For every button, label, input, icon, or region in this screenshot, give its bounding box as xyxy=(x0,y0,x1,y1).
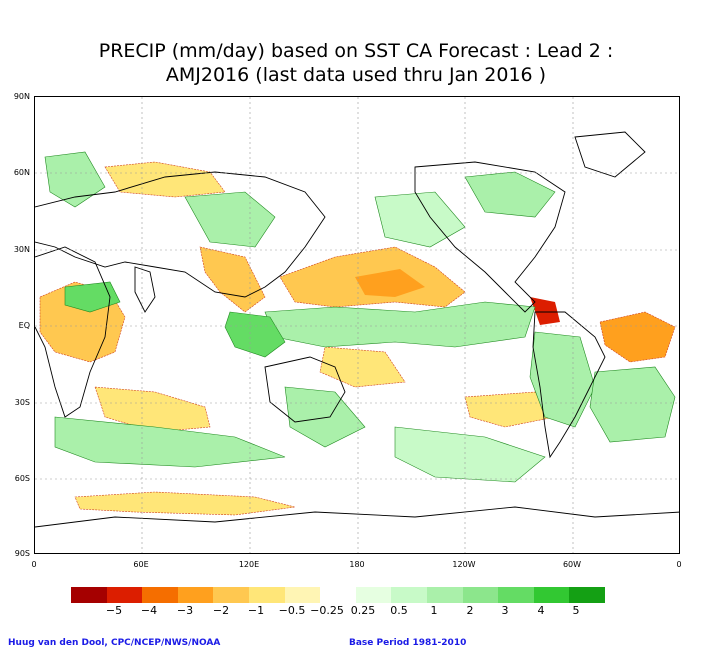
legend-label-1: −5 xyxy=(105,604,123,617)
dry-region-eurasia xyxy=(104,161,226,198)
legend-label-7: −0.25 xyxy=(310,604,344,617)
lat-label-60s: 60S xyxy=(14,474,30,483)
lon-label-120w: 120W xyxy=(452,560,476,569)
legend-swatch xyxy=(569,587,605,603)
lon-label-60w: 60W xyxy=(562,560,582,569)
lon-label-0-left: 0 xyxy=(31,560,37,569)
coastline-north-america xyxy=(414,161,566,313)
anomaly-fields xyxy=(39,151,676,516)
legend-label-9: 0.5 xyxy=(390,604,408,617)
legend-label-2: −4 xyxy=(140,604,158,617)
legend-swatch xyxy=(177,587,214,603)
wet-region-south-pacific-east xyxy=(394,426,546,483)
legend-label-10: 1 xyxy=(430,604,438,617)
coastline-south-america xyxy=(532,311,606,459)
dry-region-southern xyxy=(74,491,296,516)
precip-anomaly-map xyxy=(34,96,680,554)
coastline-australia xyxy=(264,356,346,423)
legend-swatch xyxy=(284,587,321,603)
wet-region-equatorial-pacific xyxy=(264,301,536,348)
coastline-africa xyxy=(35,246,111,418)
legend-swatch xyxy=(462,587,499,603)
legend-swatch xyxy=(320,587,356,603)
credit-base-period: Base Period 1981-2010 xyxy=(349,638,467,648)
wet-region-north-atlantic xyxy=(464,171,556,218)
legend-swatch xyxy=(498,587,534,603)
legend-label-8: 0.25 xyxy=(350,604,376,617)
credit-author: Huug van den Dool, CPC/NCEP/NWS/NOAA xyxy=(8,638,221,648)
legend-swatch xyxy=(248,587,285,603)
wet-region-south-atlantic xyxy=(589,366,676,443)
legend-swatch xyxy=(391,587,427,603)
legend-swatch xyxy=(71,587,107,603)
legend-label-14: 5 xyxy=(572,604,580,617)
dry-region-north-pacific-core xyxy=(355,269,425,297)
coastline-india xyxy=(134,266,156,313)
lat-label-60n: 60N xyxy=(13,168,30,177)
map-title-line2: AMJ2016 (last data used thru Jan 2016 ) xyxy=(165,64,547,86)
wet-region-north-america xyxy=(374,191,466,248)
dry-region-central-america xyxy=(530,297,560,325)
legend-swatch xyxy=(355,587,392,603)
wet-region-south-pacific xyxy=(284,386,366,448)
legend-label-11: 2 xyxy=(466,604,474,617)
legend-swatch xyxy=(213,587,249,603)
map-svg xyxy=(35,97,679,553)
dry-region-west-pacific xyxy=(199,246,266,313)
wet-region-indian-ocean-core xyxy=(64,281,121,313)
wet-region-southern-ocean xyxy=(54,416,286,468)
graticule xyxy=(35,97,679,553)
wet-region-africa xyxy=(44,151,106,208)
lat-label-90s: 90S xyxy=(14,549,30,558)
dry-region-south-east-pacific xyxy=(464,391,556,428)
lat-label-30n: 30N xyxy=(13,245,30,254)
map-title-line1: PRECIP (mm/day) based on SST CA Forecast… xyxy=(98,40,614,62)
dry-region-south-indian xyxy=(94,386,211,433)
legend-swatch xyxy=(533,587,570,603)
legend-label-3: −3 xyxy=(176,604,194,617)
wet-region-maritime-continent xyxy=(224,311,286,358)
dry-region-south-pacific xyxy=(319,346,406,388)
legend-swatch xyxy=(142,587,178,603)
legend-swatch xyxy=(426,587,463,603)
lon-label-0-right: 0 xyxy=(676,560,682,569)
lat-label-30s: 30S xyxy=(14,398,30,407)
legend-label-6: −0.5 xyxy=(278,604,306,617)
legend-swatch xyxy=(106,587,143,603)
coastlines xyxy=(35,131,679,528)
lon-label-180: 180 xyxy=(349,560,365,569)
lat-label-90n: 90N xyxy=(13,92,30,101)
lon-label-60e: 60E xyxy=(133,560,149,569)
coastline-eurasia xyxy=(35,171,326,298)
legend-label-13: 4 xyxy=(537,604,545,617)
legend-colorbar xyxy=(71,587,605,603)
legend-label-12: 3 xyxy=(501,604,509,617)
legend-label-4: −2 xyxy=(212,604,230,617)
lat-label-eq: EQ xyxy=(18,321,30,330)
legend-label-5: −1 xyxy=(247,604,265,617)
coastline-antarctica xyxy=(35,506,679,528)
wet-region-asia xyxy=(184,191,276,248)
dry-region-south-atlantic xyxy=(599,311,676,363)
coastline-greenland xyxy=(574,131,646,178)
lon-label-120e: 120E xyxy=(238,560,260,569)
